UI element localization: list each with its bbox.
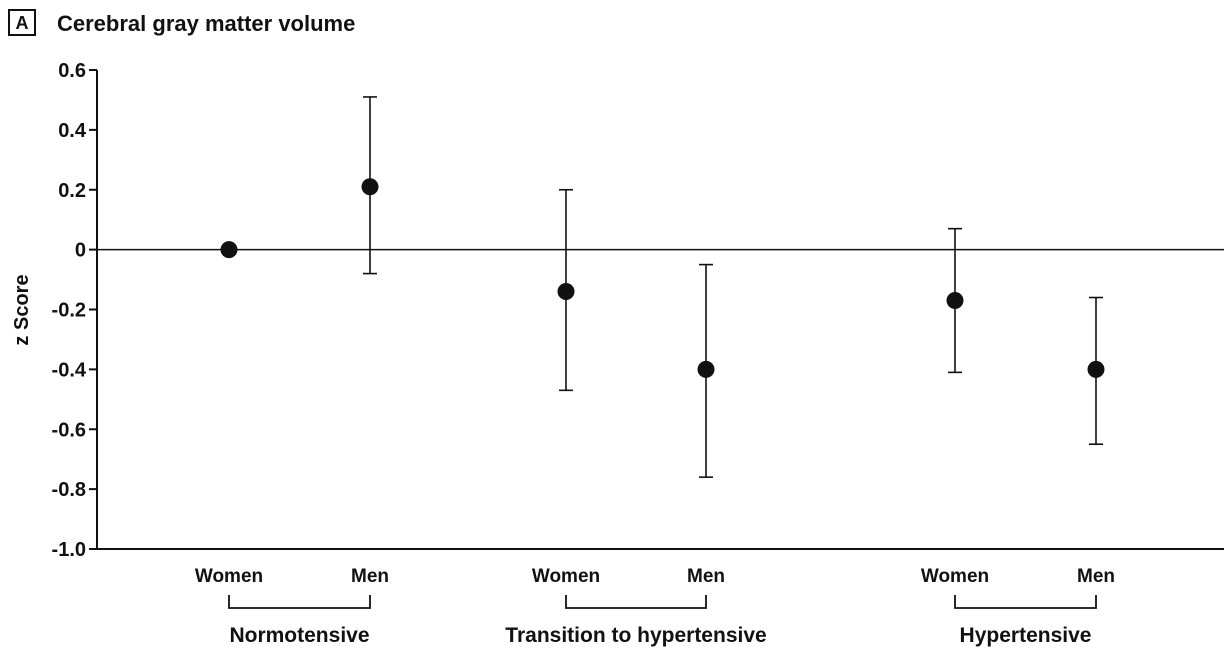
- y-tick-label: 0.2: [58, 180, 86, 202]
- x-category-label: Men: [351, 566, 389, 587]
- data-point: [946, 292, 964, 310]
- panel-label-box: [8, 9, 36, 36]
- group-bracket: [565, 595, 707, 609]
- group-bracket: [954, 595, 1097, 609]
- data-point: [697, 360, 715, 378]
- group-label: Normotensive: [229, 624, 369, 647]
- group-label: Hypertensive: [960, 624, 1092, 647]
- data-marks: [220, 96, 1105, 478]
- y-tick-label: 0.6: [58, 60, 86, 82]
- data-point: [1087, 360, 1105, 378]
- data-point: [557, 283, 575, 301]
- y-tick-label: 0: [75, 240, 86, 262]
- y-tick-label: -0.4: [52, 359, 87, 381]
- x-category-label: Women: [921, 566, 989, 587]
- x-category-label: Men: [687, 566, 725, 587]
- panel-label: A: [8, 9, 36, 36]
- y-tick-label: -0.2: [52, 300, 86, 322]
- x-category-label: Women: [195, 566, 263, 587]
- data-point: [361, 178, 379, 196]
- y-tick-label: 0.4: [58, 120, 87, 142]
- chart-title: Cerebral gray matter volume: [57, 11, 355, 36]
- x-category-label: Women: [532, 566, 600, 587]
- axes: [96, 70, 1224, 550]
- y-tick-label: -1.0: [52, 539, 86, 561]
- x-category-label: Men: [1077, 566, 1115, 587]
- y-axis-label: z Score: [11, 274, 33, 345]
- y-tick-label: -0.6: [52, 419, 86, 441]
- panel-label-text: A: [16, 13, 29, 33]
- data-point: [220, 241, 238, 259]
- y-ticks: 0.6 0.4 0.2 0 -0.2 -0.4 -0.6 -0.8 -1.0: [52, 60, 97, 561]
- group-label: Transition to hypertensive: [505, 624, 766, 647]
- x-categories: Women Men Normotensive Women Men Transition t…: [195, 566, 1115, 647]
- group-bracket: [228, 595, 371, 609]
- y-tick-label: -0.8: [52, 479, 86, 501]
